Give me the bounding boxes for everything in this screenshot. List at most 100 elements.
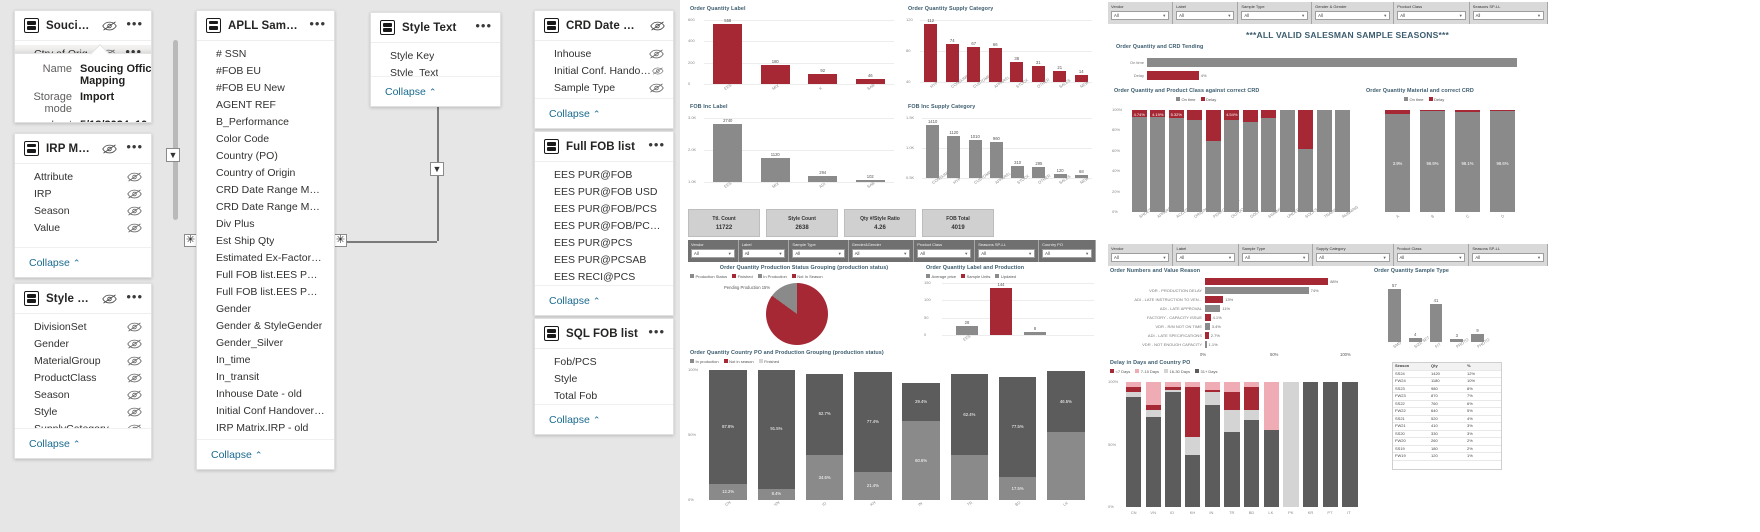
slicer[interactable]: Seasons SP-LL All ▼	[975, 240, 1040, 262]
stacked-segment[interactable]	[1419, 111, 1446, 212]
hbar-row[interactable]: On time	[1116, 58, 1550, 67]
legend-item[interactable]: Finished	[758, 359, 779, 364]
bar[interactable]	[990, 288, 1012, 335]
hide-eye-icon[interactable]	[127, 406, 142, 418]
table-card-style-mapping[interactable]: Style Mapping ••• DivisionSet Gender	[14, 283, 152, 459]
bar[interactable]	[924, 24, 938, 82]
stacked-segment[interactable]	[1126, 382, 1142, 387]
hbar-row[interactable]: VDR - NOT ENOUGH CAPACITY 1.1%	[1110, 341, 1362, 348]
table-card-header[interactable]: APLL Sample •••	[197, 11, 334, 41]
slicer[interactable]: Sample Type All ▼	[789, 240, 849, 262]
hide-eye-icon[interactable]	[652, 65, 664, 77]
stacked-segment[interactable]	[1261, 118, 1277, 212]
field-row[interactable]: Season	[15, 386, 151, 403]
more-options-icon[interactable]: •••	[648, 136, 665, 152]
slicer-dropdown[interactable]: All ▼	[1176, 252, 1235, 262]
legend-item[interactable]: Not In Season	[791, 274, 823, 279]
slicer-dropdown[interactable]: All ▼	[1396, 252, 1466, 262]
hbar[interactable]	[1205, 323, 1210, 330]
bar[interactable]	[808, 175, 838, 182]
more-options-icon[interactable]: •••	[648, 323, 665, 339]
collapse-button[interactable]: Collapse⌃	[549, 295, 601, 307]
stacked-segment[interactable]	[1204, 392, 1221, 405]
field-row[interactable]: EES PUR@PCS	[535, 234, 673, 251]
hide-eye-icon[interactable]	[127, 321, 142, 333]
stacked-segment[interactable]	[805, 455, 844, 500]
slicer-dropdown[interactable]: All ▼	[691, 248, 735, 258]
report-page-right[interactable]: Vendor All ▼ Label All ▼ Sample Type All…	[1104, 0, 1760, 532]
stacked-segment[interactable]	[1185, 387, 1201, 437]
field-row[interactable]: EES PUR@FOB/PCS	[535, 200, 673, 217]
stacked-segment[interactable]	[1150, 115, 1166, 212]
legend-item[interactable]: 31+ Days	[1195, 369, 1218, 374]
bar[interactable]	[760, 64, 790, 84]
report-preview-pane[interactable]: Order Quantity Label 600 400 200 0 558 EES 180 M…	[680, 0, 1760, 532]
hide-eye-icon[interactable]	[649, 48, 664, 60]
table-row[interactable]: FW19 120 1%	[1393, 453, 1501, 461]
field-row[interactable]: Value	[15, 219, 151, 236]
field-row[interactable]: EES PUR@PCSAB	[535, 251, 673, 268]
table-row[interactable]: FW21 410 3%	[1393, 423, 1501, 431]
legend-item[interactable]: Delay	[1428, 97, 1444, 102]
field-row[interactable]: In_time	[197, 351, 334, 368]
stacked-segment[interactable]	[1047, 371, 1085, 432]
legend-item[interactable]: On time	[1176, 97, 1196, 102]
stacked-segment[interactable]	[757, 488, 796, 500]
stacked-segment[interactable]	[1298, 148, 1314, 212]
bar[interactable]	[713, 123, 743, 182]
chart-order-quantity-label[interactable]: Order Quantity Label 600 400 200 0 558 EES 180 M…	[688, 6, 898, 106]
stacked-segment[interactable]	[1263, 429, 1280, 507]
slicer[interactable]: Supply Category All ▼	[1313, 244, 1394, 266]
stacked-segment[interactable]	[1047, 431, 1085, 500]
slicer[interactable]: Product Class All ▼	[1394, 244, 1470, 266]
stacked-segment[interactable]	[1384, 110, 1411, 115]
field-row[interactable]: Initial Conf Handover Dt (Conf ZG)	[197, 402, 334, 419]
slicer-bar-mid-left[interactable]: Vendor All ▼ Label All ▼ Sample Type All…	[688, 240, 1097, 262]
table-card-header[interactable]: CRD Date Range M...	[535, 11, 673, 41]
stacked-segment[interactable]	[1244, 382, 1260, 387]
hide-eye-icon[interactable]	[650, 20, 665, 32]
pie-chart[interactable]	[766, 283, 828, 345]
collapse-button[interactable]: Collapse⌃	[29, 438, 81, 450]
hide-eye-icon[interactable]	[127, 389, 142, 401]
hbar[interactable]	[1205, 287, 1309, 294]
table-row[interactable]: SS24 1420 12%	[1393, 371, 1501, 378]
field-row[interactable]: EES PUR@FOB/PCS USD	[535, 217, 673, 234]
stacked-segment[interactable]	[1126, 397, 1142, 507]
slicer-bar-top[interactable]: Vendor All ▼ Label All ▼ Sample Type All…	[1108, 2, 1548, 24]
stacked-segment[interactable]	[1244, 387, 1260, 410]
field-row[interactable]: CRD Date Range Matrix.Inhouse	[197, 181, 334, 198]
field-row[interactable]: Est Ship Qty	[197, 232, 334, 249]
legend-item[interactable]: Production Status	[690, 274, 727, 279]
field-row[interactable]: Sample Type	[535, 79, 673, 96]
bar[interactable]	[1053, 173, 1067, 178]
slicer-dropdown[interactable]: All ▼	[1472, 10, 1544, 20]
slicer-dropdown[interactable]: All ▼	[1042, 248, 1093, 258]
hbar[interactable]	[1205, 278, 1329, 285]
stacked-segment[interactable]	[1244, 419, 1260, 507]
hbar-row[interactable]: 88%	[1110, 278, 1362, 285]
stacked-segment[interactable]	[1283, 382, 1299, 507]
kpi-card-total-count[interactable]: Ttl. Count 11722	[688, 209, 760, 237]
chart-order-qty-material-crd[interactable]: Order Quantity Material and correct CRD …	[1364, 88, 1524, 240]
table-row[interactable]: FW24 1180 10%	[1393, 378, 1501, 386]
bar[interactable]	[855, 179, 885, 182]
slicer-dropdown[interactable]: All ▼	[1472, 252, 1544, 262]
field-row[interactable]: EES RECI@PCS	[535, 268, 673, 285]
stacked-segment[interactable]	[1145, 409, 1162, 417]
table-card-header[interactable]: Style Mapping •••	[15, 284, 151, 314]
kpi-card-style-count[interactable]: Style Count 2638	[766, 209, 838, 237]
bar[interactable]	[1387, 288, 1401, 342]
legend-item[interactable]: In Production	[757, 274, 787, 279]
hbar-row[interactable]: ADI - LATE SPECIFICATIONS 2.7%	[1110, 332, 1362, 339]
hide-eye-icon[interactable]	[127, 372, 142, 384]
slicer-bar-mid-right[interactable]: Vendor All ▼ Label All ▼ Sample Type All…	[1108, 244, 1548, 266]
field-row[interactable]: AGENT REF	[197, 96, 334, 113]
hbar[interactable]	[1147, 71, 1199, 80]
chart-fob-inc-label[interactable]: FOB Inc Label 3.0K 2.0K 1.0K 2740 EES 1120 MIX 2…	[688, 104, 898, 204]
collapse-button[interactable]: Collapse⌃	[29, 257, 81, 269]
slicer-dropdown[interactable]: All ▼	[1111, 10, 1170, 20]
legend-item[interactable]: Sample Units	[961, 274, 990, 279]
stacked-segment[interactable]	[902, 421, 940, 500]
slicer-dropdown[interactable]: All ▼	[1315, 10, 1391, 20]
